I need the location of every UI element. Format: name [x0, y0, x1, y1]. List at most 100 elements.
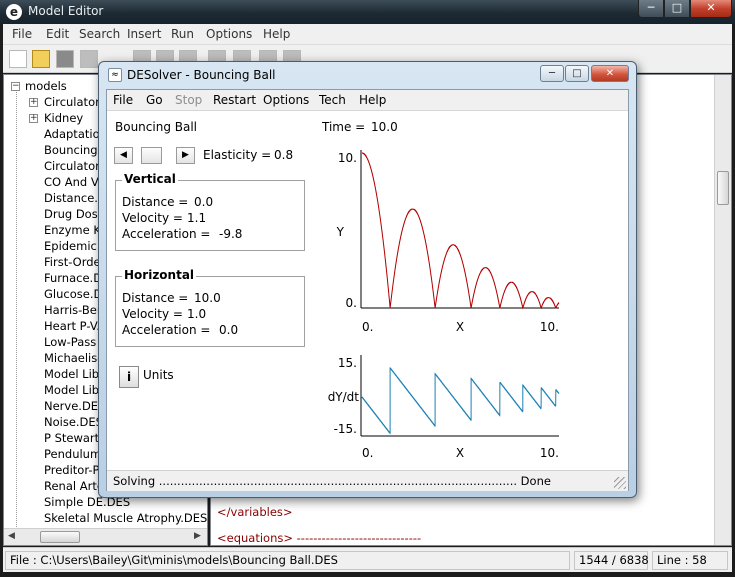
units-label: Units: [143, 368, 174, 382]
menu-edit[interactable]: Edit: [46, 27, 70, 41]
tree-item[interactable]: Glucose.DE: [44, 287, 110, 301]
step-back-button[interactable]: ◀: [114, 147, 133, 164]
tree-item[interactable]: Adaptation.: [44, 127, 111, 141]
tree-item[interactable]: P Stewart p: [44, 431, 111, 445]
desolver-menu-tech[interactable]: Tech: [319, 93, 346, 107]
menu-search[interactable]: Search: [79, 27, 121, 41]
vertical-velocity-value: 1.1: [187, 211, 207, 225]
tree-item[interactable]: Michaelis-M: [44, 351, 112, 365]
tree-item[interactable]: Model Libra: [44, 383, 111, 397]
y-series-line: [362, 152, 560, 310]
desolver-menu-options[interactable]: Options: [263, 93, 310, 107]
expand-icon[interactable]: +: [29, 97, 38, 107]
tree-root-models[interactable]: models: [25, 79, 67, 93]
tree-item[interactable]: Circulatory: [44, 159, 107, 173]
y-plot-ylabel: Y: [336, 225, 345, 239]
vertical-group: Vertical Distance = 0.0 Velocity = 1.1 A…: [115, 172, 305, 251]
elasticity-label: Elasticity =: [203, 148, 272, 162]
save-icon[interactable]: [56, 50, 74, 68]
resize-grip-icon[interactable]: [614, 477, 626, 489]
editor-vertical-scrollbar[interactable]: [714, 75, 731, 545]
dy-plot-xlabel: X: [456, 446, 464, 460]
tree-item[interactable]: Enzyme Kin: [44, 223, 112, 237]
tree-item[interactable]: Circulatory: [44, 95, 107, 109]
desolver-status-text: Solving ................................…: [113, 474, 551, 488]
dy-plot-tick-min: -15.: [334, 422, 357, 436]
elasticity-value: 0.8: [274, 148, 294, 162]
desolver-title: DESolver - Bouncing Ball: [127, 68, 276, 82]
desolver-menu-help[interactable]: Help: [359, 93, 387, 107]
tree-item[interactable]: CO And VR: [44, 175, 107, 189]
close-button[interactable]: ✕: [690, 0, 732, 18]
tree-item[interactable]: Kidney: [44, 111, 84, 125]
tree-item[interactable]: Low-Pass F: [44, 335, 107, 349]
scroll-right-icon[interactable]: ▶: [194, 531, 201, 541]
horizontal-velocity-value: 1.0: [187, 307, 207, 321]
menu-options[interactable]: Options: [206, 27, 253, 41]
step-forward-button[interactable]: ▶: [176, 147, 195, 164]
status-position: 1544 / 6838: [574, 551, 649, 570]
desolver-body: File Go Stop Restart Options Tech Help B…: [106, 89, 629, 491]
y-plot-xtick-min: 0.: [362, 320, 373, 334]
desolver-menu-stop[interactable]: Stop: [175, 93, 203, 107]
menu-run[interactable]: Run: [171, 27, 195, 41]
tree-item[interactable]: Simple DE.DES: [44, 495, 131, 509]
tree-horizontal-scrollbar[interactable]: ◀ ▶: [4, 528, 207, 545]
desolver-minimize-button[interactable]: ─: [540, 65, 564, 82]
desolver-menu-go[interactable]: Go: [146, 93, 163, 107]
menu-file[interactable]: File: [12, 27, 33, 41]
desolver-menu-restart[interactable]: Restart: [213, 93, 257, 107]
desolver-close-button[interactable]: ✕: [591, 65, 629, 82]
horizontal-distance-value: 10.0: [194, 291, 221, 305]
dy-plot-xtick-max: 10.: [540, 446, 559, 460]
tree-item[interactable]: Harris-Bene: [44, 303, 112, 317]
info-button[interactable]: i: [119, 366, 139, 388]
tree-item[interactable]: First-Order: [44, 255, 106, 269]
scroll-thumb[interactable]: [40, 531, 80, 543]
tree-item[interactable]: Heart P-V.D: [44, 319, 109, 333]
scroll-left-icon[interactable]: ◀: [8, 531, 15, 541]
maximize-button[interactable]: □: [664, 0, 690, 18]
tree-item[interactable]: Pendulum.D: [44, 447, 114, 461]
tree-item[interactable]: Renal Arter: [44, 479, 109, 493]
plots-area: 10. 0. Y 0. 10. X 15. -15. dY/dt 0. 10. …: [328, 150, 560, 460]
desolver-title-bar: ≈ DESolver - Bouncing Ball ─ □ ✕: [99, 62, 636, 89]
collapse-icon[interactable]: −: [11, 81, 20, 91]
vertical-acceleration-value: -9.8: [219, 227, 243, 241]
horizontal-group-title: Horizontal: [122, 268, 197, 282]
horizontal-velocity-label: Velocity =: [122, 307, 183, 321]
horizontal-distance-label: Distance =: [122, 291, 189, 305]
time-value: 10.0: [371, 120, 398, 134]
tree-item[interactable]: Skeletal Muscle Atrophy.DES: [44, 511, 208, 525]
desolver-menu-bar: File Go Stop Restart Options Tech Help: [107, 90, 628, 111]
save-all-icon[interactable]: [80, 50, 98, 68]
tree-item[interactable]: Model Libra: [44, 367, 111, 381]
vertical-velocity-label: Velocity =: [122, 211, 183, 225]
tree-item[interactable]: Epidemic.D: [44, 239, 110, 253]
menu-help[interactable]: Help: [263, 27, 291, 41]
new-file-icon[interactable]: [9, 50, 27, 68]
open-folder-icon[interactable]: [32, 50, 50, 68]
tree-item[interactable]: Preditor-Pre: [44, 463, 111, 477]
code-line: </variables>: [217, 505, 293, 519]
desolver-maximize-button[interactable]: □: [565, 65, 589, 82]
dy-plot-ylabel: dY/dt: [328, 390, 360, 404]
desolver-status-bar: Solving ................................…: [107, 470, 628, 491]
desolver-menu-file[interactable]: File: [113, 93, 134, 107]
tree-item[interactable]: Furnace.DE: [44, 271, 110, 285]
scroll-thumb[interactable]: [717, 171, 729, 205]
status-bar: File : C:\Users\Bailey\Git\minis\models\…: [3, 547, 732, 572]
minimize-button[interactable]: ─: [638, 0, 664, 18]
horizontal-acceleration-value: 0.0: [219, 323, 239, 337]
tree-item[interactable]: Distance.D: [44, 191, 107, 205]
tree-item[interactable]: Nerve.DES: [44, 399, 106, 413]
expand-icon[interactable]: +: [29, 113, 38, 123]
tree-item[interactable]: Drug Dosing: [44, 207, 116, 221]
tree-item[interactable]: Noise.DES: [44, 415, 103, 429]
slider-thumb[interactable]: [141, 147, 162, 164]
time-label: Time =: [322, 120, 366, 134]
vertical-distance-value: 0.0: [194, 195, 214, 209]
menu-insert[interactable]: Insert: [127, 27, 162, 41]
tree-item[interactable]: Bouncing B: [44, 143, 110, 157]
code-line: <equations> ----------------------------…: [217, 531, 422, 545]
